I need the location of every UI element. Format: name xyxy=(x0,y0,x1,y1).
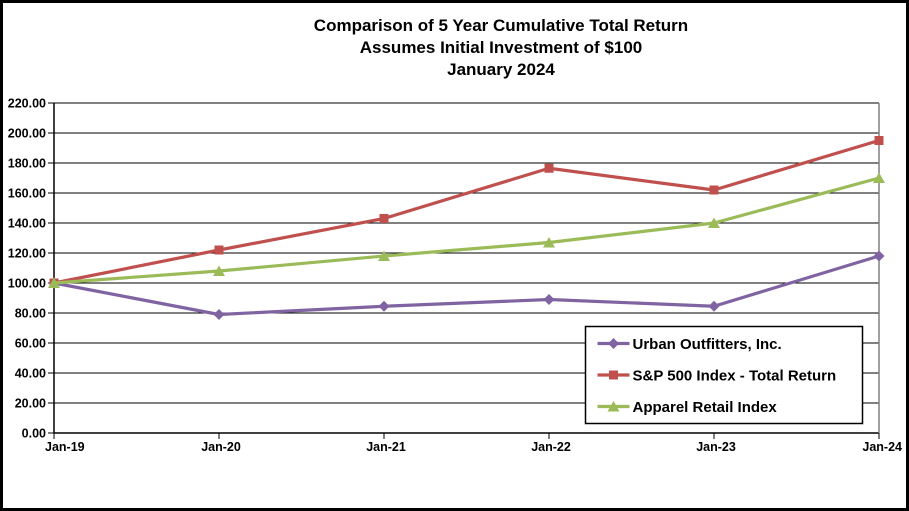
y-axis-tick-label: 160.00 xyxy=(8,187,46,201)
x-axis-tick-label: Jan-20 xyxy=(201,440,241,454)
y-axis-tick-label: 120.00 xyxy=(8,247,46,261)
legend-entry-apparel-retail-index: Apparel Retail Index xyxy=(597,399,778,416)
data-point-marker xyxy=(874,136,884,145)
data-point-marker xyxy=(213,265,225,276)
x-axis-tick-label: Jan-24 xyxy=(862,440,902,454)
data-point-marker xyxy=(543,237,555,248)
y-axis-tick-label: 220.00 xyxy=(8,97,46,111)
series-line xyxy=(53,138,880,285)
legend-marker xyxy=(608,338,619,349)
legend-entry-urban-outfitters-inc: Urban Outfitters, Inc. xyxy=(597,336,782,353)
chart-title: Comparison of 5 Year Cumulative Total Re… xyxy=(314,16,688,35)
legend-marker xyxy=(609,370,618,380)
data-point-marker xyxy=(378,250,390,261)
legend-box xyxy=(584,325,864,425)
y-axis-tick-label: 0.00 xyxy=(22,427,46,441)
data-point-marker xyxy=(873,172,885,183)
axes xyxy=(48,102,880,439)
y-axis-tick-label: 20.00 xyxy=(15,397,46,411)
series-line xyxy=(53,254,880,317)
y-axis-tick-label: 140.00 xyxy=(8,217,46,231)
chart-subtitle-date: January 2024 xyxy=(447,60,555,79)
data-point-marker xyxy=(48,277,60,288)
x-axis-tick-label: Jan-19 xyxy=(45,440,85,454)
data-point-marker xyxy=(543,294,555,305)
legend: Urban Outfitters, Inc. S&P 500 Index - To… xyxy=(584,325,864,425)
data-point-marker xyxy=(213,309,225,320)
y-axis-tick-label: 60.00 xyxy=(15,337,46,351)
legend-label: Apparel Retail Index xyxy=(633,399,778,416)
legend-label: S&P 500 Index - Total Return xyxy=(633,368,837,385)
y-axis-labels: 0.00 20.00 40.00 60.00 80.00 100.00 120.00 140.… xyxy=(8,97,46,441)
x-axis-tick-label: Jan-21 xyxy=(366,440,406,454)
x-axis-labels: Jan-19 Jan-20 Jan-21 Jan-22 Jan-23 Jan-24 xyxy=(45,440,902,454)
data-point-marker xyxy=(544,163,554,173)
x-axis-tick-label: Jan-23 xyxy=(696,440,736,454)
y-axis-tick-label: 100.00 xyxy=(8,277,46,291)
data-point-marker xyxy=(214,245,224,255)
legend-label: Urban Outfitters, Inc. xyxy=(633,336,782,353)
legend-marker xyxy=(607,401,620,412)
data-point-marker xyxy=(379,214,389,223)
series-line xyxy=(53,176,880,285)
y-axis-tick-label: 180.00 xyxy=(8,157,46,171)
y-axis-tick-label: 40.00 xyxy=(15,367,46,381)
legend-entry-s-p-500-index-total-return: S&P 500 Index - Total Return xyxy=(597,368,837,385)
y-axis-tick-label: 200.00 xyxy=(8,127,46,141)
x-axis-tick-label: Jan-22 xyxy=(531,440,571,454)
chart-subtitle: Assumes Initial Investment of $100 xyxy=(360,38,643,57)
series-apparel-retail-index xyxy=(48,172,885,288)
data-point-marker xyxy=(709,185,719,195)
data-point-marker xyxy=(708,217,720,228)
y-axis-tick-label: 80.00 xyxy=(15,307,46,321)
data-point-marker xyxy=(378,300,390,312)
data-series xyxy=(48,136,885,320)
data-point-marker xyxy=(873,250,885,262)
data-point-marker xyxy=(708,300,720,312)
